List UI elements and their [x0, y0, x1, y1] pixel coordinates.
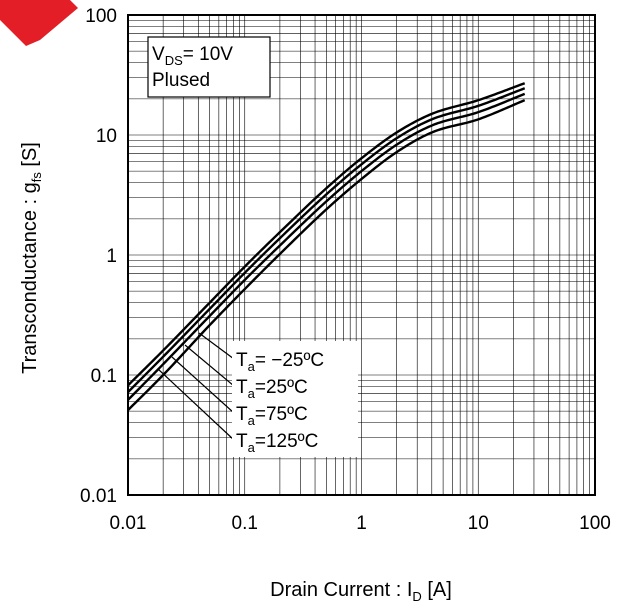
condition-box: VDS= 10V Plused [147, 36, 271, 98]
legend: Ta= −25ºC Ta=25ºC Ta=75ºC Ta=125ºC [232, 341, 358, 457]
curves [128, 82, 526, 411]
watermark-fragment [0, 0, 78, 46]
legend-label-25: Ta=25ºC [236, 377, 308, 401]
y-tick-label: 100 [85, 6, 117, 27]
condition-box-background [147, 36, 271, 98]
y-tick-labels: 0.01 0.1 1 10 100 [80, 6, 117, 507]
legend-label-minus25: Ta= −25ºC [236, 350, 324, 374]
y-axis-label: Transconductance : gfs [S] [19, 142, 44, 374]
x-tick-labels: 0.01 0.1 1 10 100 [110, 513, 611, 534]
x-axis-label: Drain Current : ID [A] [270, 579, 452, 604]
x-tick-label: 1 [356, 513, 367, 534]
series-line-25 [128, 87, 526, 393]
series-line-minus25 [128, 82, 526, 387]
y-tick-label: 10 [96, 126, 117, 147]
legend-background [232, 341, 358, 457]
x-tick-label: 100 [579, 513, 611, 534]
condition-line-1: VDS= 10V [152, 44, 233, 68]
y-tick-label: 1 [106, 246, 117, 267]
condition-line-2: Plused [152, 70, 210, 91]
legend-label-75: Ta=75ºC [236, 404, 308, 428]
plot-frame [127, 14, 596, 496]
x-tick-label: 0.01 [110, 513, 147, 534]
series-line-75 [128, 92, 526, 401]
y-tick-label: 0.01 [80, 486, 117, 507]
legend-label-125: Ta=125ºC [236, 431, 318, 455]
leader-line-75 [171, 356, 235, 414]
series-line-125 [128, 99, 526, 411]
leader-line-125 [157, 368, 235, 441]
legend-leader-lines [157, 332, 235, 441]
x-tick-label: 10 [468, 513, 489, 534]
leader-line-minus25 [198, 332, 235, 360]
y-tick-label: 0.1 [91, 366, 117, 387]
leader-line-25 [184, 344, 235, 387]
x-tick-label: 0.1 [232, 513, 258, 534]
